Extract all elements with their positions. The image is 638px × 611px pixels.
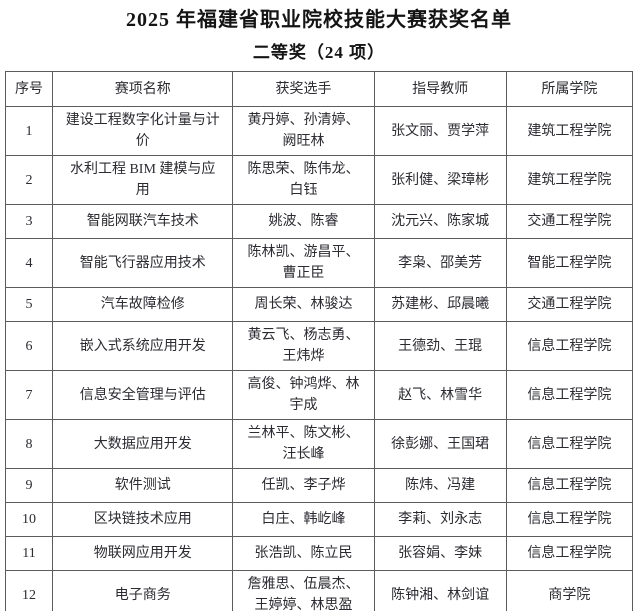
cell-winners: 周长荣、林骏达 (232, 287, 375, 322)
cell-winners: 白庄、韩屹峰 (232, 502, 375, 537)
cell-event: 水利工程 BIM 建模与应用 (52, 155, 234, 205)
cell-event: 嵌入式系统应用开发 (52, 321, 234, 371)
cell-event: 建设工程数字化计量与计价 (52, 106, 234, 156)
cell-teachers: 陈钟湘、林剑谊 (373, 570, 507, 611)
cell-teachers: 李莉、刘永志 (373, 502, 507, 537)
cell-teachers: 徐彭娜、王国珺 (373, 419, 507, 469)
cell-event: 物联网应用开发 (52, 536, 234, 571)
cell-teachers: 王德劲、王琨 (373, 321, 507, 371)
cell-college: 商学院 (505, 570, 634, 611)
cell-college: 交通工程学院 (505, 287, 634, 322)
cell-teachers: 陈炜、冯建 (373, 468, 507, 503)
cell-no: 9 (4, 468, 54, 503)
cell-no: 7 (4, 370, 54, 420)
table-row: 4 智能飞行器应用技术 陈林凯、游昌平、曹正臣 李枭、邵美芳 智能工程学院 (4, 238, 634, 288)
cell-winners: 黄丹婷、孙清婷、阙旺林 (232, 106, 375, 156)
cell-winners: 陈思荣、陈伟龙、白钰 (232, 155, 375, 205)
cell-teachers: 苏建彬、邱晨曦 (373, 287, 507, 322)
cell-event: 软件测试 (52, 468, 234, 503)
cell-teachers: 赵飞、林雪华 (373, 370, 507, 420)
cell-event: 汽车故障检修 (52, 287, 234, 322)
cell-no: 3 (4, 204, 54, 239)
cell-winners: 任凯、李子烨 (232, 468, 375, 503)
cell-college: 信息工程学院 (505, 536, 634, 571)
table-row: 5 汽车故障检修 周长荣、林骏达 苏建彬、邱晨曦 交通工程学院 (4, 287, 634, 322)
header-no: 序号 (4, 71, 54, 107)
cell-college: 信息工程学院 (505, 370, 634, 420)
cell-no: 12 (4, 570, 54, 611)
cell-no: 1 (4, 106, 54, 156)
cell-no: 2 (4, 155, 54, 205)
table-row: 6 嵌入式系统应用开发 黄云飞、杨志勇、王炜烨 王德劲、王琨 信息工程学院 (4, 321, 634, 371)
cell-winners: 高俊、钟鸿烨、林宇成 (232, 370, 375, 420)
cell-teachers: 张容娟、李妹 (373, 536, 507, 571)
cell-college: 智能工程学院 (505, 238, 634, 288)
document-title: 2025 年福建省职业院校技能大赛获奖名单 (126, 9, 512, 31)
table-row: 3 智能网联汽车技术 姚波、陈睿 沈元兴、陈家城 交通工程学院 (4, 204, 634, 239)
cell-event: 区块链技术应用 (52, 502, 234, 537)
cell-no: 8 (4, 419, 54, 469)
cell-event: 信息安全管理与评估 (52, 370, 234, 420)
cell-no: 11 (4, 536, 54, 571)
cell-event: 智能网联汽车技术 (52, 204, 234, 239)
cell-college: 信息工程学院 (505, 419, 634, 469)
award-table-body: 1 建设工程数字化计量与计价 黄丹婷、孙清婷、阙旺林 张文丽、贾学萍 建筑工程学… (4, 106, 634, 611)
cell-winners: 兰林平、陈文彬、汪长峰 (232, 419, 375, 469)
cell-no: 5 (4, 287, 54, 322)
header-winners: 获奖选手 (232, 71, 375, 107)
cell-no: 10 (4, 502, 54, 537)
header-event: 赛项名称 (52, 71, 234, 107)
table-row: 10 区块链技术应用 白庄、韩屹峰 李莉、刘永志 信息工程学院 (4, 502, 634, 537)
award-table-header: 序号 赛项名称 获奖选手 指导教师 所属学院 (4, 71, 634, 107)
table-row: 8 大数据应用开发 兰林平、陈文彬、汪长峰 徐彭娜、王国珺 信息工程学院 (4, 419, 634, 469)
cell-teachers: 张文丽、贾学萍 (373, 106, 507, 156)
cell-winners: 陈林凯、游昌平、曹正臣 (232, 238, 375, 288)
cell-college: 建筑工程学院 (505, 106, 634, 156)
table-row: 9 软件测试 任凯、李子烨 陈炜、冯建 信息工程学院 (4, 468, 634, 503)
cell-event: 智能飞行器应用技术 (52, 238, 234, 288)
header-row: 序号 赛项名称 获奖选手 指导教师 所属学院 (4, 71, 634, 107)
table-row: 1 建设工程数字化计量与计价 黄丹婷、孙清婷、阙旺林 张文丽、贾学萍 建筑工程学… (4, 106, 634, 156)
header-college: 所属学院 (505, 71, 634, 107)
cell-no: 4 (4, 238, 54, 288)
table-row: 12 电子商务 詹雅思、伍晨杰、王婷婷、林思盈 陈钟湘、林剑谊 商学院 (4, 570, 634, 611)
cell-college: 交通工程学院 (505, 204, 634, 239)
cell-winners: 黄云飞、杨志勇、王炜烨 (232, 321, 375, 371)
table-row: 7 信息安全管理与评估 高俊、钟鸿烨、林宇成 赵飞、林雪华 信息工程学院 (4, 370, 634, 420)
cell-teachers: 李枭、邵美芳 (373, 238, 507, 288)
table-row: 2 水利工程 BIM 建模与应用 陈思荣、陈伟龙、白钰 张利健、梁璋彬 建筑工程… (4, 155, 634, 205)
cell-college: 信息工程学院 (505, 468, 634, 503)
table-row: 11 物联网应用开发 张浩凯、陈立民 张容娟、李妹 信息工程学院 (4, 536, 634, 571)
cell-event: 大数据应用开发 (52, 419, 234, 469)
award-table: 序号 赛项名称 获奖选手 指导教师 所属学院 1 建设工程数字化计量与计价 黄丹… (4, 71, 634, 611)
cell-college: 信息工程学院 (505, 502, 634, 537)
header-teachers: 指导教师 (373, 71, 507, 107)
cell-no: 6 (4, 321, 54, 371)
cell-college: 信息工程学院 (505, 321, 634, 371)
cell-college: 建筑工程学院 (505, 155, 634, 205)
cell-teachers: 张利健、梁璋彬 (373, 155, 507, 205)
cell-winners: 姚波、陈睿 (232, 204, 375, 239)
cell-winners: 詹雅思、伍晨杰、王婷婷、林思盈 (232, 570, 375, 611)
cell-event: 电子商务 (52, 570, 234, 611)
cell-winners: 张浩凯、陈立民 (232, 536, 375, 571)
document-subtitle: 二等奖（24 项） (252, 43, 386, 62)
cell-teachers: 沈元兴、陈家城 (373, 204, 507, 239)
